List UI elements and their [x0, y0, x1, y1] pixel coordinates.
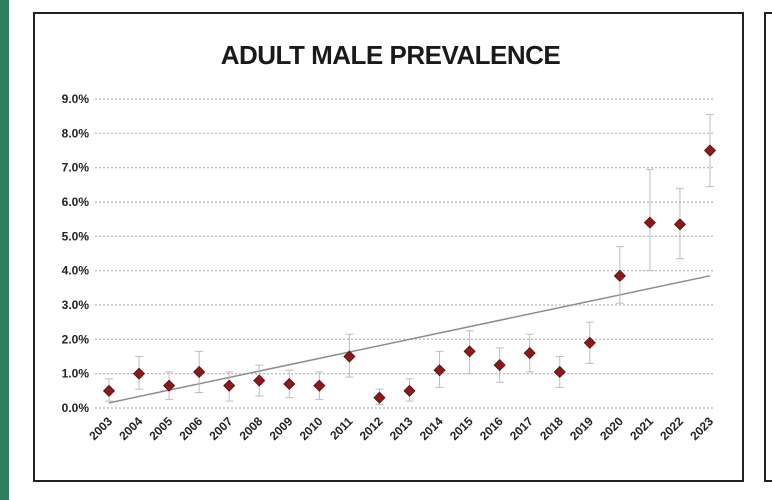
y-axis: 0.0% 1.0% 2.0% 3.0% 4.0% 5.0% 6.0% 7.0% 8.0% 9.0%	[62, 92, 90, 415]
x-tick-label: 2006	[176, 414, 205, 443]
data-point-marker	[703, 144, 717, 157]
y-tick-label: 7.0%	[62, 161, 90, 175]
x-axis: 2003 2004 2005 2006 2007 2008 2009 2010 2011 2012…	[86, 414, 716, 443]
x-tick-label: 2003	[86, 414, 115, 443]
y-tick-label: 1.0%	[62, 367, 90, 381]
gridlines	[95, 98, 715, 409]
y-tick-label: 9.0%	[62, 92, 90, 106]
data-point-marker	[463, 345, 476, 358]
y-tick-label: 3.0%	[62, 298, 90, 312]
data-point-marker	[373, 391, 386, 404]
data-point-marker	[313, 379, 326, 392]
scatter-chart: 0.0% 1.0% 2.0% 3.0% 4.0% 5.0% 6.0% 7.0% 8.0% 9.0%…	[62, 92, 717, 443]
data-point-marker	[223, 379, 236, 392]
x-tick-label: 2013	[387, 414, 416, 443]
x-tick-label: 2008	[237, 414, 266, 443]
y-tick-label: 6.0%	[62, 195, 90, 209]
data-point-marker	[163, 379, 176, 392]
data-point-marker	[493, 359, 506, 372]
x-tick-label: 2004	[116, 414, 145, 443]
trendline-group	[108, 275, 711, 404]
data-point-marker	[583, 336, 596, 349]
data-point-marker	[553, 365, 566, 379]
data-point-marker	[523, 347, 536, 360]
x-tick-label: 2015	[447, 414, 476, 443]
y-tick-label: 5.0%	[62, 229, 90, 243]
chart-title: ADULT MALE PREVALENCE	[220, 40, 561, 70]
data-point-marker	[102, 384, 116, 397]
x-tick-label: 2005	[146, 414, 175, 443]
y-tick-label: 0.0%	[62, 401, 90, 415]
x-tick-label: 2009	[267, 414, 296, 443]
data-point-marker	[193, 365, 206, 379]
x-tick-label: 2014	[417, 414, 446, 443]
trendline	[108, 275, 711, 404]
chart-panel: ADULT MALE PREVALENCE 0.0% 1.0% 2.0% 3.0% 4.…	[33, 12, 744, 482]
data-points	[102, 144, 717, 404]
x-tick-label: 2021	[627, 414, 656, 443]
data-point-marker	[643, 216, 656, 229]
x-tick-label: 2016	[477, 414, 506, 443]
x-tick-label: 2018	[537, 414, 566, 443]
data-point-marker	[433, 364, 446, 377]
x-tick-label: 2023	[687, 414, 716, 443]
x-tick-label: 2020	[597, 414, 626, 443]
adjacent-panel-edge	[764, 12, 772, 482]
x-tick-label: 2022	[657, 414, 686, 443]
left-accent-strip	[0, 0, 9, 500]
error-bars	[105, 113, 714, 406]
data-point-marker	[253, 374, 266, 387]
x-tick-label: 2010	[297, 414, 326, 443]
x-tick-label: 2012	[357, 414, 386, 443]
data-point-marker	[283, 377, 296, 391]
data-point-marker	[132, 367, 146, 380]
data-point-marker	[403, 384, 416, 397]
x-tick-label: 2011	[327, 414, 356, 443]
x-tick-label: 2019	[567, 414, 596, 443]
data-point-marker	[343, 350, 356, 363]
x-tick-label: 2007	[207, 414, 236, 443]
y-tick-label: 4.0%	[62, 264, 90, 278]
y-tick-label: 2.0%	[62, 332, 90, 346]
data-point-marker	[673, 218, 687, 231]
y-tick-label: 8.0%	[62, 126, 90, 140]
data-point-marker	[613, 269, 626, 282]
x-tick-label: 2017	[507, 414, 536, 443]
